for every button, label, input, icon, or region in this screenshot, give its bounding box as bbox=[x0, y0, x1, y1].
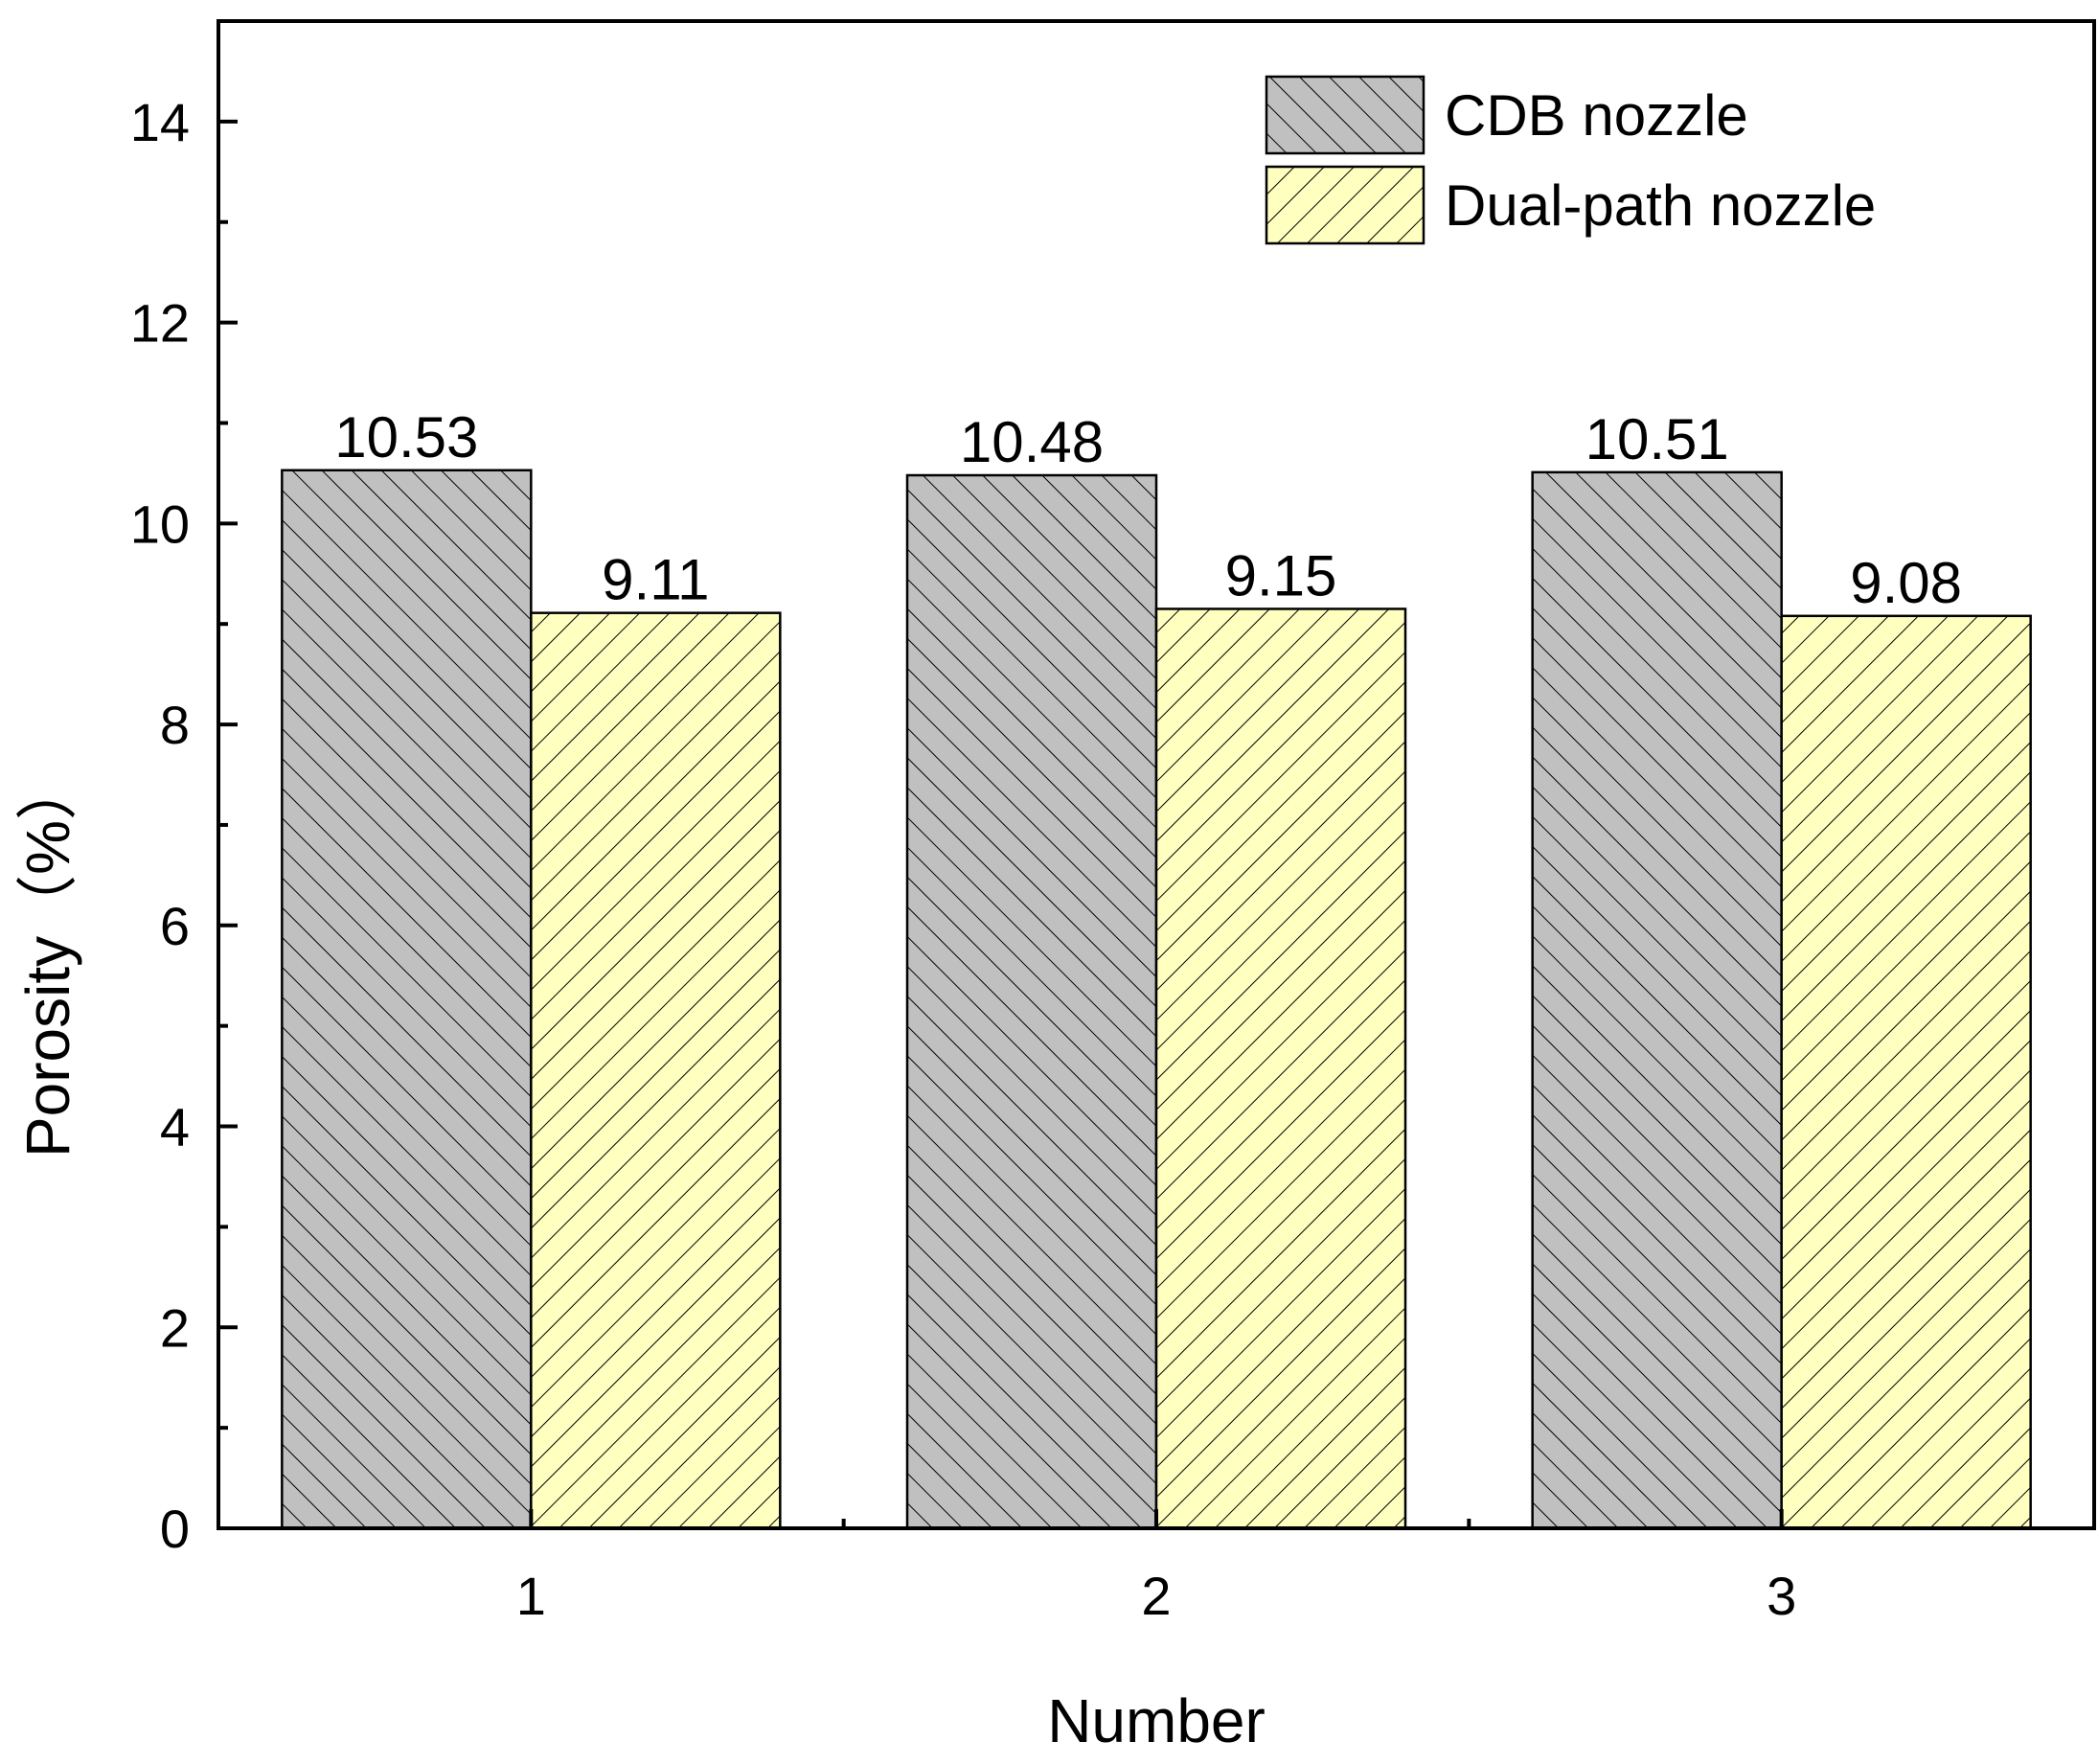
data-label-1-0: 9.11 bbox=[602, 548, 709, 612]
y-tick-label: 14 bbox=[130, 92, 190, 152]
y-axis-title: Porosity（%） bbox=[13, 759, 82, 1157]
bar-hatch-1-0 bbox=[530, 611, 782, 1530]
y-tick-label: 6 bbox=[160, 896, 190, 956]
bar-hatch-0-0 bbox=[281, 469, 533, 1530]
bar-hatch-1-2 bbox=[1780, 614, 2032, 1530]
y-tick-label: 10 bbox=[130, 493, 190, 554]
y-tick-label: 2 bbox=[160, 1297, 190, 1358]
bar-hatch-1-1 bbox=[1154, 607, 1407, 1530]
legend-swatch-hatch-1 bbox=[1265, 165, 1425, 245]
legend-swatch-hatch-0 bbox=[1265, 75, 1425, 155]
data-label-0-1: 10.48 bbox=[960, 410, 1104, 474]
x-tick-label: 1 bbox=[516, 1566, 546, 1626]
y-tick-label: 0 bbox=[160, 1499, 190, 1559]
y-tick-label: 12 bbox=[130, 293, 190, 354]
data-label-0-0: 10.53 bbox=[334, 405, 478, 470]
bars-layer bbox=[281, 469, 2032, 1530]
data-label-1-1: 9.15 bbox=[1225, 543, 1337, 607]
bar-hatch-0-2 bbox=[1531, 470, 1783, 1530]
data-labels: 10.53 10.48 10.51 9.11 9.15 9.08 bbox=[334, 405, 1962, 615]
legend-label-1: Dual-path nozzle bbox=[1445, 173, 1876, 238]
x-tick-label: 2 bbox=[1141, 1566, 1171, 1626]
x-axis-title: Number bbox=[1047, 1686, 1266, 1755]
data-label-0-2: 10.51 bbox=[1585, 407, 1729, 471]
bar-hatch-0-1 bbox=[905, 473, 1158, 1530]
legend-label-0: CDB nozzle bbox=[1445, 83, 1748, 148]
data-label-1-2: 9.08 bbox=[1850, 551, 1962, 615]
y-tick-label: 8 bbox=[160, 695, 190, 755]
legend: CDB nozzle Dual-path nozzle bbox=[1265, 75, 1876, 245]
y-tick-label: 4 bbox=[160, 1097, 190, 1157]
x-tick-label: 3 bbox=[1767, 1566, 1796, 1626]
